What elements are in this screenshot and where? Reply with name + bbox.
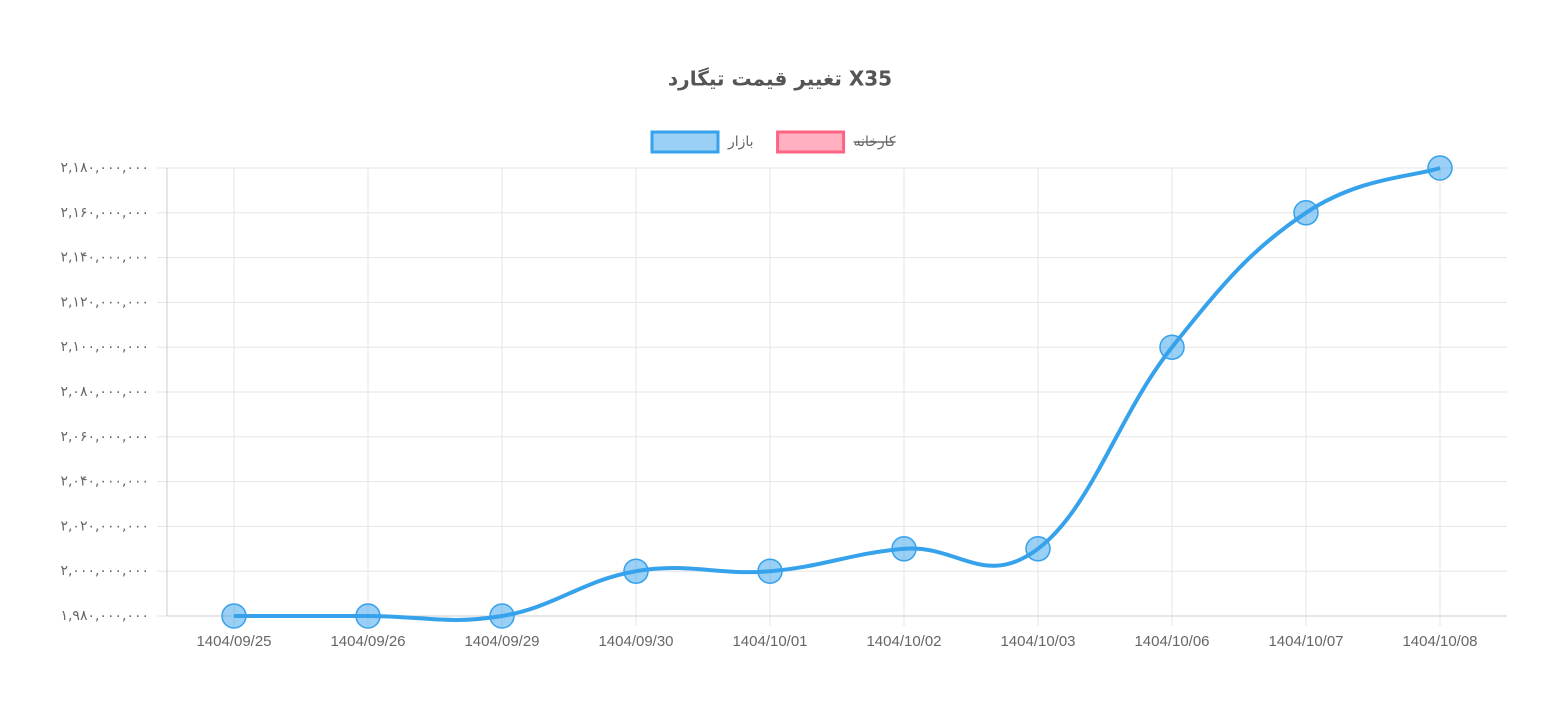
point [221, 603, 247, 629]
legend-swatch [776, 130, 846, 154]
legend-swatch [650, 130, 720, 154]
point [1025, 536, 1051, 562]
y-tick-label: ۲,۱۰۰,۰۰۰,۰۰۰ [60, 339, 149, 355]
point [355, 603, 381, 629]
point [1159, 334, 1185, 360]
y-tick-label: ۲,۱۲۰,۰۰۰,۰۰۰ [60, 294, 149, 310]
x-tick-label: 1404/10/08 [1402, 633, 1477, 650]
point [1293, 200, 1319, 226]
x-tick-label: 1404/10/01 [732, 633, 807, 650]
x-tick-label: 1404/09/30 [598, 633, 673, 650]
point [891, 536, 917, 562]
y-tick-label: ۲,۰۰۰,۰۰۰,۰۰۰ [60, 563, 149, 579]
y-tick-label: ۲,۰۸۰,۰۰۰,۰۰۰ [60, 384, 149, 400]
x-tick-label: 1404/09/26 [330, 633, 405, 650]
y-tick-label: ۲,۰۲۰,۰۰۰,۰۰۰ [60, 518, 149, 534]
chart-title: تغییر قیمت تیگارد X35 [668, 67, 892, 91]
y-tick-label: ۲,۰۴۰,۰۰۰,۰۰۰ [60, 474, 149, 490]
point [757, 558, 783, 584]
x-tick-label: 1404/09/29 [464, 633, 539, 650]
legend-label[interactable]: بازار [727, 134, 754, 150]
x-tick-label: 1404/10/03 [1000, 633, 1075, 650]
legend-label[interactable]: کارخانه [854, 134, 896, 150]
y-tick-label: ۲,۱۶۰,۰۰۰,۰۰۰ [60, 205, 149, 221]
y-tick-label: ۲,۱۴۰,۰۰۰,۰۰۰ [60, 250, 149, 266]
x-tick-label: 1404/10/02 [866, 633, 941, 650]
x-tick-label: 1404/09/25 [196, 633, 271, 650]
point [1427, 155, 1453, 181]
point [623, 558, 649, 584]
series-line [233, 166, 1441, 622]
point [489, 603, 515, 629]
y-tick-label: ۲,۱۸۰,۰۰۰,۰۰۰ [60, 160, 149, 176]
x-tick-label: 1404/10/06 [1134, 633, 1209, 650]
y-tick-label: ۱,۹۸۰,۰۰۰,۰۰۰ [60, 608, 149, 624]
x-tick-label: 1404/10/07 [1268, 633, 1343, 650]
y-tick-label: ۲,۰۶۰,۰۰۰,۰۰۰ [60, 429, 149, 445]
